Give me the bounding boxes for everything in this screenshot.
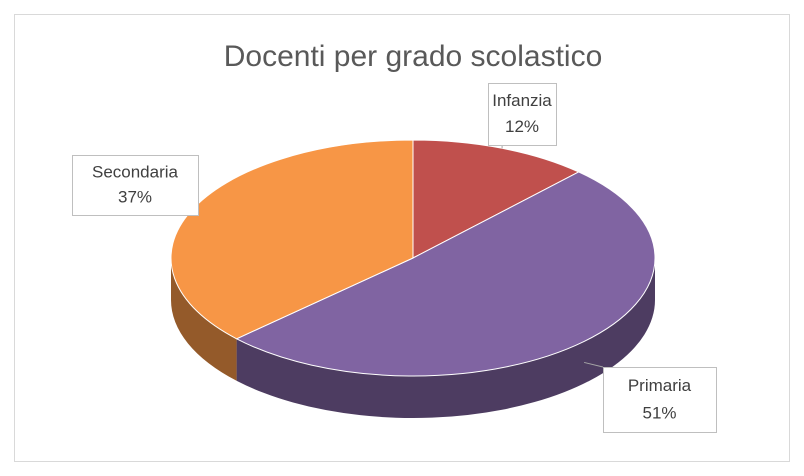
leader-line — [584, 361, 604, 368]
label-category: Primaria — [628, 376, 692, 395]
chart-title: Docenti per grado scolastico — [224, 40, 603, 73]
label-value: 12% — [505, 117, 539, 136]
label-box — [603, 367, 717, 433]
label-category: Infanzia — [492, 91, 552, 110]
label-box — [488, 83, 557, 146]
label-box — [72, 155, 199, 216]
label-category: Secondaria — [92, 162, 179, 181]
pie-slice — [235, 171, 656, 377]
label-value: 51% — [642, 403, 676, 422]
pie-side — [171, 258, 237, 381]
pie-side — [236, 258, 655, 418]
pie-slice — [412, 139, 580, 259]
label-value: 37% — [118, 188, 152, 207]
